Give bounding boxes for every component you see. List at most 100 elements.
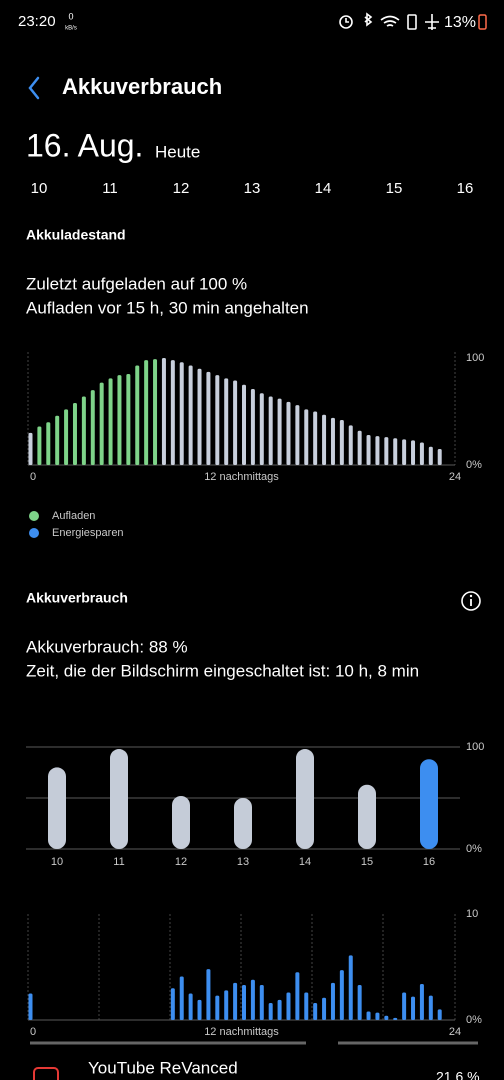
battery-icon [478, 14, 487, 30]
bar [437, 1009, 442, 1020]
bar [250, 979, 255, 1020]
bar [144, 360, 149, 465]
bar [375, 1012, 380, 1020]
bar [188, 993, 193, 1020]
day-tab[interactable]: 14 [315, 180, 332, 197]
status-time: 23:20 [18, 13, 56, 30]
bar [393, 1017, 398, 1020]
bar [117, 375, 122, 465]
bar [170, 988, 175, 1020]
bar[interactable] [234, 798, 252, 849]
bar [55, 415, 60, 465]
bar [197, 999, 202, 1020]
y-tick-label: 0% [466, 459, 482, 471]
bar [153, 359, 158, 465]
back-button[interactable] [28, 76, 40, 100]
x-tick-label: 0 [30, 471, 36, 483]
info-line: Akkuverbrauch: 88 % [26, 637, 188, 656]
y-tick-label: 10 [466, 908, 478, 920]
bar [295, 405, 300, 465]
page-title: Akkuverbrauch [62, 74, 222, 99]
info-icon[interactable] [461, 591, 481, 611]
bar[interactable] [420, 759, 438, 849]
bar [179, 362, 184, 465]
day-tab[interactable]: 13 [244, 180, 261, 197]
app-name[interactable]: YouTube ReVanced [88, 1058, 238, 1077]
bar [250, 389, 255, 465]
x-tick-label: 12 [175, 856, 187, 868]
bar [384, 437, 389, 465]
bar [64, 409, 69, 465]
bar [242, 384, 246, 465]
bar[interactable] [296, 749, 314, 849]
bar [268, 396, 273, 465]
bar [46, 422, 51, 465]
x-tick-label: 24 [449, 1026, 461, 1038]
bar [304, 409, 309, 465]
bar [224, 378, 229, 465]
day-tab[interactable]: 10 [31, 180, 48, 197]
bar [402, 992, 407, 1020]
bar [384, 1015, 389, 1020]
bar[interactable] [172, 795, 190, 849]
day-tab[interactable]: 16 [457, 180, 474, 197]
bar [197, 368, 202, 465]
day-tab[interactable]: 15 [386, 180, 403, 197]
bar [206, 371, 211, 465]
bar[interactable] [48, 767, 66, 849]
bar [188, 365, 193, 465]
status-speed-unit: kB/s [65, 26, 77, 32]
bar [402, 439, 407, 465]
app-value: 21,6 % [436, 1069, 480, 1080]
bar [206, 969, 211, 1020]
info-line: Zuletzt aufgeladen auf 100 % [26, 274, 247, 293]
bar [357, 430, 362, 465]
x-tick-label: 11 [113, 856, 124, 868]
section-heading: Akkuverbrauch [26, 590, 128, 606]
date-relative: Heute [155, 142, 200, 161]
legend-swatch [29, 528, 39, 538]
bar [339, 420, 344, 465]
bar [295, 972, 300, 1020]
info-line: Zeit, die der Bildschirm eingeschaltet i… [26, 661, 419, 680]
bar [330, 417, 335, 465]
date: 16. Aug. [26, 127, 143, 163]
legend-label: Aufladen [52, 510, 95, 522]
bar [72, 402, 77, 465]
day-tab[interactable]: 12 [173, 180, 190, 197]
y-tick-label: 100 [466, 741, 484, 753]
x-tick-label: 14 [299, 856, 311, 868]
bar [366, 1011, 371, 1020]
x-tick-label: 16 [423, 856, 435, 868]
status-speed: 0 [68, 11, 73, 21]
bar [90, 390, 95, 465]
bar [259, 393, 264, 465]
bar [233, 380, 238, 465]
bar [437, 448, 442, 465]
day-tab[interactable]: 11 [102, 180, 118, 197]
bar [286, 401, 291, 465]
bar [242, 985, 246, 1020]
bar [268, 1003, 273, 1020]
x-tick-label: 24 [449, 471, 461, 483]
bar [170, 360, 175, 465]
bar [428, 446, 433, 465]
day-tabs: 10 11 12 13 14 15 16 [31, 180, 474, 197]
bar [428, 995, 433, 1020]
status-icons [339, 12, 439, 30]
section-heading: Akkuladestand [26, 227, 126, 243]
x-tick-label: 15 [361, 856, 373, 868]
bar [37, 426, 42, 465]
bar[interactable] [110, 749, 128, 849]
bar[interactable] [358, 784, 376, 849]
legend-label: Energiesparen [52, 527, 124, 539]
bar [313, 411, 318, 465]
hourly-vgrid [27, 914, 456, 1020]
app-icon [33, 1067, 59, 1080]
bar [357, 985, 362, 1020]
bar [215, 375, 220, 465]
x-tick-label: 0 [30, 1026, 36, 1038]
bar [259, 985, 264, 1020]
